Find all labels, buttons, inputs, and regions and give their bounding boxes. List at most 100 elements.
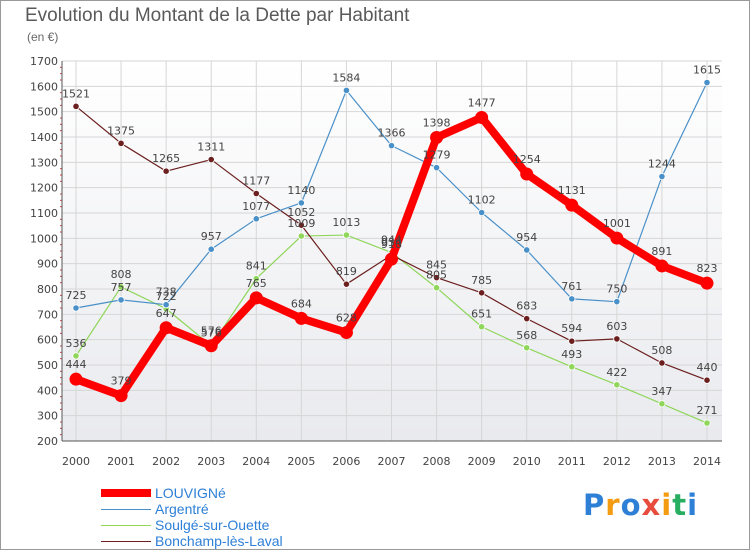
data-point-soulge-sur-ouette	[342, 231, 351, 239]
x-tick-label: 2007	[378, 455, 406, 468]
data-point-louvigne	[700, 276, 714, 290]
legend-swatch	[101, 525, 151, 526]
data-label-soulge-sur-ouette: 1009	[287, 217, 315, 230]
data-label-bonchamp-les-laval: 1375	[107, 124, 135, 137]
data-point-argentre	[162, 301, 170, 309]
data-point-bonchamp-les-laval	[613, 335, 621, 343]
legend-label: Argentré	[155, 501, 209, 517]
data-point-bonchamp-les-laval	[523, 315, 531, 323]
y-tick-label: 1000	[30, 232, 58, 245]
data-label-argentre: 757	[111, 281, 132, 294]
data-point-argentre	[703, 78, 711, 87]
data-point-louvigne	[385, 252, 398, 266]
data-label-louvigne: 1001	[603, 217, 631, 230]
data-point-louvigne	[520, 167, 534, 181]
data-point-bonchamp-les-laval	[117, 139, 125, 147]
data-label-argentre: 1102	[468, 193, 496, 206]
logo-letter: t	[672, 488, 688, 522]
x-tick-label: 2005	[287, 455, 315, 468]
x-tick-label: 2004	[242, 455, 270, 468]
data-label-soulge-sur-ouette: 568	[516, 329, 537, 342]
chart-title: Evolution du Montant de la Dette par Hab…	[25, 5, 410, 26]
data-label-argentre: 1615	[693, 64, 721, 77]
data-point-louvigne	[114, 389, 128, 403]
data-point-soulge-sur-ouette	[568, 363, 576, 371]
data-label-louvigne: 1254	[513, 153, 541, 166]
data-label-argentre: 1279	[423, 149, 451, 162]
data-label-soulge-sur-ouette: 271	[697, 404, 718, 417]
data-label-argentre: 725	[66, 289, 87, 302]
data-point-argentre	[613, 298, 621, 306]
data-label-argentre: 957	[201, 230, 222, 243]
x-tick-label: 2003	[197, 455, 225, 468]
logo-letter: r	[605, 488, 621, 522]
data-label-louvigne: 1477	[468, 96, 496, 109]
logo-letter: o	[620, 488, 642, 522]
logo-letter: x	[641, 488, 662, 522]
data-label-louvigne: 891	[651, 245, 672, 258]
data-labels: 536 808 722 576 841 1009 1013 944 805 651 568 493 42…	[62, 64, 721, 417]
data-label-bonchamp-les-laval: 845	[426, 259, 447, 272]
data-point-argentre	[432, 164, 441, 172]
series-group	[69, 78, 714, 427]
data-label-louvigne: 1131	[558, 184, 586, 197]
x-tick-label: 2013	[648, 455, 676, 468]
data-point-argentre	[342, 86, 351, 94]
data-label-louvigne: 628	[336, 312, 357, 325]
data-point-louvigne	[610, 231, 624, 245]
data-label-argentre: 1584	[332, 71, 360, 84]
legend-label: Soulgé-sur-Ouette	[155, 517, 270, 533]
data-label-bonchamp-les-laval: 1052	[287, 206, 315, 219]
data-label-bonchamp-les-laval: 1311	[197, 141, 225, 154]
data-point-louvigne	[339, 326, 353, 340]
data-point-argentre	[658, 172, 666, 181]
x-tick-label: 2009	[468, 455, 496, 468]
y-tick-label: 400	[37, 384, 58, 397]
x-tick-label: 2002	[152, 455, 180, 468]
data-point-bonchamp-les-laval	[297, 221, 305, 229]
proxiti-logo: Proxiti	[583, 488, 698, 522]
data-label-soulge-sur-ouette: 536	[66, 337, 87, 350]
data-point-argentre	[297, 199, 305, 207]
data-label-louvigne: 823	[697, 262, 718, 275]
data-point-bonchamp-les-laval	[162, 167, 170, 175]
data-label-argentre: 1366	[378, 127, 406, 140]
y-tick-label: 300	[37, 410, 58, 423]
data-label-bonchamp-les-laval: 683	[516, 300, 537, 313]
y-tick-label: 1100	[30, 207, 58, 220]
data-label-soulge-sur-ouette: 347	[651, 385, 672, 398]
data-point-soulge-sur-ouette	[478, 323, 486, 331]
data-point-soulge-sur-ouette	[117, 283, 125, 291]
data-point-bonchamp-les-laval	[432, 273, 441, 282]
data-label-louvigne: 379	[111, 375, 132, 388]
data-point-louvigne	[69, 372, 83, 386]
data-label-soulge-sur-ouette: 422	[606, 366, 627, 379]
data-point-louvigne	[565, 198, 579, 212]
legend-swatch	[101, 509, 151, 510]
y-tick-label: 1400	[30, 131, 58, 144]
x-tick-label: 2000	[62, 455, 90, 468]
data-point-bonchamp-les-laval	[568, 337, 576, 345]
data-label-soulge-sur-ouette: 944	[381, 234, 402, 247]
y-tick-label: 700	[37, 308, 58, 321]
data-point-soulge-sur-ouette	[658, 400, 666, 408]
data-label-argentre: 761	[561, 280, 582, 293]
data-label-soulge-sur-ouette: 808	[111, 268, 132, 281]
data-point-louvigne	[294, 311, 308, 325]
data-point-bonchamp-les-laval	[72, 102, 80, 110]
data-label-argentre: 1140	[287, 184, 315, 197]
axes: 200 300 400 500 600 700 800 900 1000 1100 1200 1300…	[30, 55, 722, 468]
data-point-soulge-sur-ouette	[523, 344, 531, 352]
y-tick-label: 600	[37, 334, 58, 347]
data-point-argentre	[252, 215, 260, 223]
data-point-bonchamp-les-laval	[478, 289, 486, 297]
data-label-soulge-sur-ouette: 1013	[332, 216, 360, 229]
data-label-louvigne: 444	[66, 358, 87, 371]
data-label-louvigne: 765	[246, 277, 267, 290]
data-point-soulge-sur-ouette	[72, 352, 80, 360]
data-point-argentre	[72, 304, 80, 312]
data-point-soulge-sur-ouette	[297, 232, 305, 240]
data-label-bonchamp-les-laval: 1521	[62, 87, 90, 100]
y-tick-label: 500	[37, 359, 58, 372]
data-point-louvigne	[430, 131, 444, 145]
